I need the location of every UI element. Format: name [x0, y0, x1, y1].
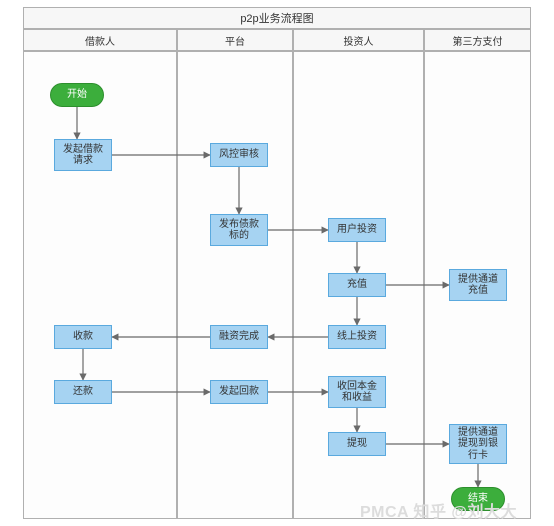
node-online: 线上投资 [328, 325, 386, 349]
node-repay: 还款 [54, 380, 112, 404]
node-fund: 融资完成 [210, 325, 268, 349]
node-req: 发起借款请求 [54, 139, 112, 171]
watermark: PMCA 知乎 @刘大大 [360, 498, 517, 522]
lane-header-borrower: 借款人 [23, 29, 177, 51]
node-start: 开始 [50, 83, 104, 107]
node-withdraw: 提现 [328, 432, 386, 456]
node-pg2: 提供通道提现到银行卡 [449, 424, 507, 464]
lane-header-investor: 投资人 [293, 29, 424, 51]
lane-header-platform: 平台 [177, 29, 293, 51]
lane-header-thirdpay: 第三方支付 [424, 29, 531, 51]
node-recv: 收款 [54, 325, 112, 349]
diagram-title: p2p业务流程图 [23, 7, 531, 29]
node-publish: 发布债款标的 [210, 214, 268, 246]
node-invest: 用户投资 [328, 218, 386, 242]
node-receive: 收回本金和收益 [328, 376, 386, 408]
node-topup: 充值 [328, 273, 386, 297]
node-pg1: 提供通道充值 [449, 269, 507, 301]
lane-body-platform [177, 51, 293, 519]
node-initret: 发起回款 [210, 380, 268, 404]
lane-body-borrower [23, 51, 177, 519]
node-risk: 风控审核 [210, 143, 268, 167]
